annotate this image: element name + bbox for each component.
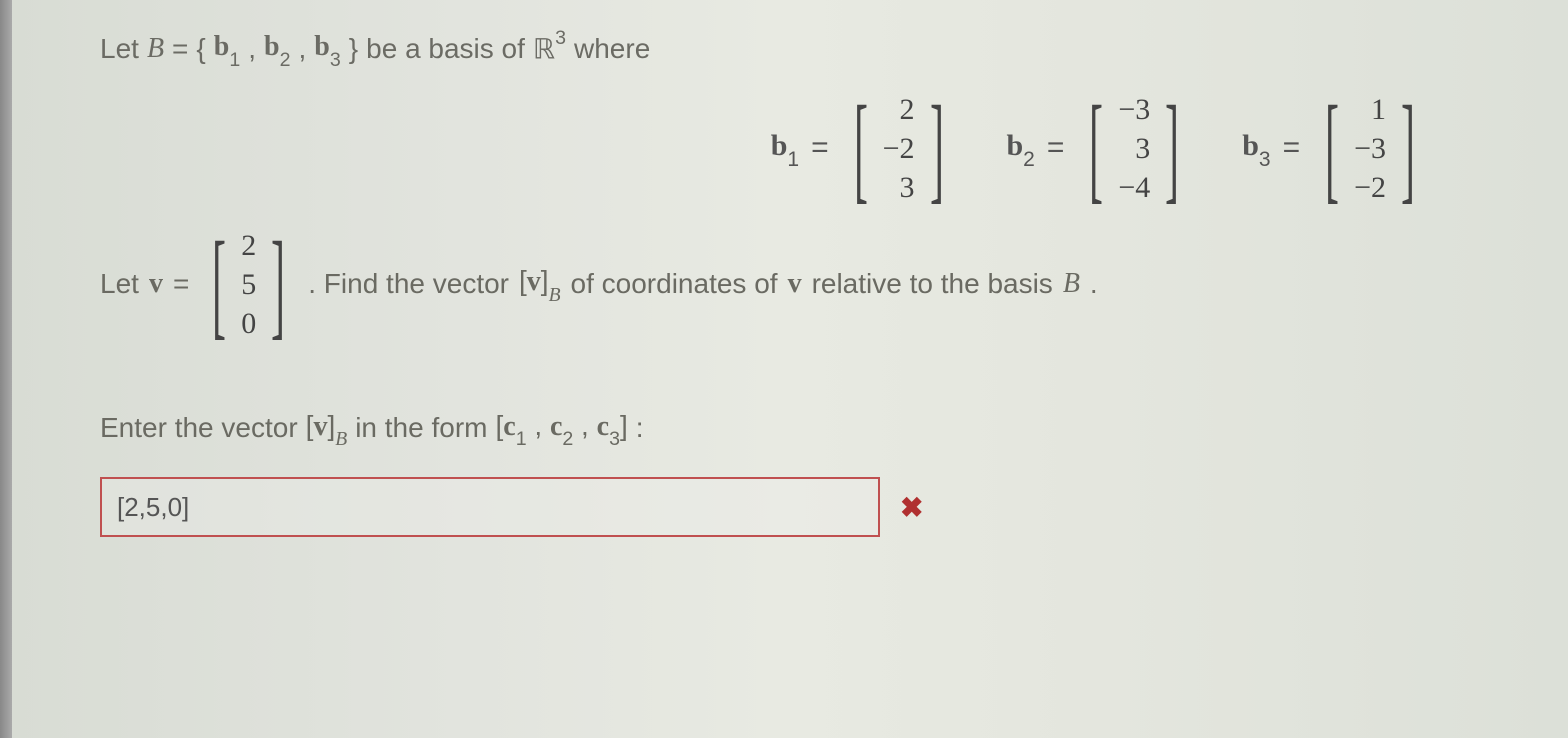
c-format: [c1 , c2 , c3]	[495, 410, 627, 448]
enter-instruction: Enter the vector [v]B in the form [c1 , …	[100, 410, 1468, 448]
eq: =	[172, 33, 188, 65]
answer-row: ✖	[100, 477, 1468, 537]
brace-close: }	[349, 33, 358, 65]
b1: b1	[214, 30, 240, 68]
text-let: Let	[100, 33, 139, 65]
basis-text: be a basis of	[366, 33, 525, 65]
b1-definition: b1 = [ 2 −2 3 ]	[771, 93, 957, 204]
vB-symbol-2: [v]B	[306, 410, 348, 448]
R3: ℝ3	[533, 31, 566, 66]
v-definition-line: Let v = [ 2 5 0 ] . Find the vector [v]B…	[100, 229, 1468, 340]
wrong-icon: ✖	[900, 491, 923, 524]
b3: b3	[314, 30, 340, 68]
basis-symbol: B	[147, 33, 164, 65]
vB-symbol: [v]B	[519, 265, 561, 303]
b2-definition: b2 = [ −3 3 −4 ]	[1006, 93, 1192, 204]
v-symbol: v	[149, 268, 163, 300]
comma1: ,	[248, 33, 256, 65]
brace-open: {	[196, 33, 205, 65]
answer-input[interactable]	[100, 477, 880, 537]
where: where	[574, 33, 650, 65]
b2: b2	[264, 30, 290, 68]
problem-intro: Let B = { b1 , b2 , b3 } be a basis of ℝ…	[100, 30, 1468, 68]
v-vector: [ 2 5 0 ]	[199, 229, 298, 340]
basis-vectors-row: b1 = [ 2 −2 3 ] b2 = [ −3 3 −4	[100, 93, 1468, 204]
comma2: ,	[299, 33, 307, 65]
let-v: Let	[100, 268, 139, 300]
b3-definition: b3 = [ 1 −3 −2 ]	[1242, 93, 1428, 204]
